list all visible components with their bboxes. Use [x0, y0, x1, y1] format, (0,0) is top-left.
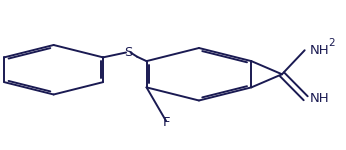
Text: NH: NH — [310, 44, 329, 57]
Text: 2: 2 — [329, 38, 335, 48]
Text: F: F — [162, 117, 170, 129]
Text: NH: NH — [310, 92, 329, 105]
Text: S: S — [124, 46, 132, 59]
